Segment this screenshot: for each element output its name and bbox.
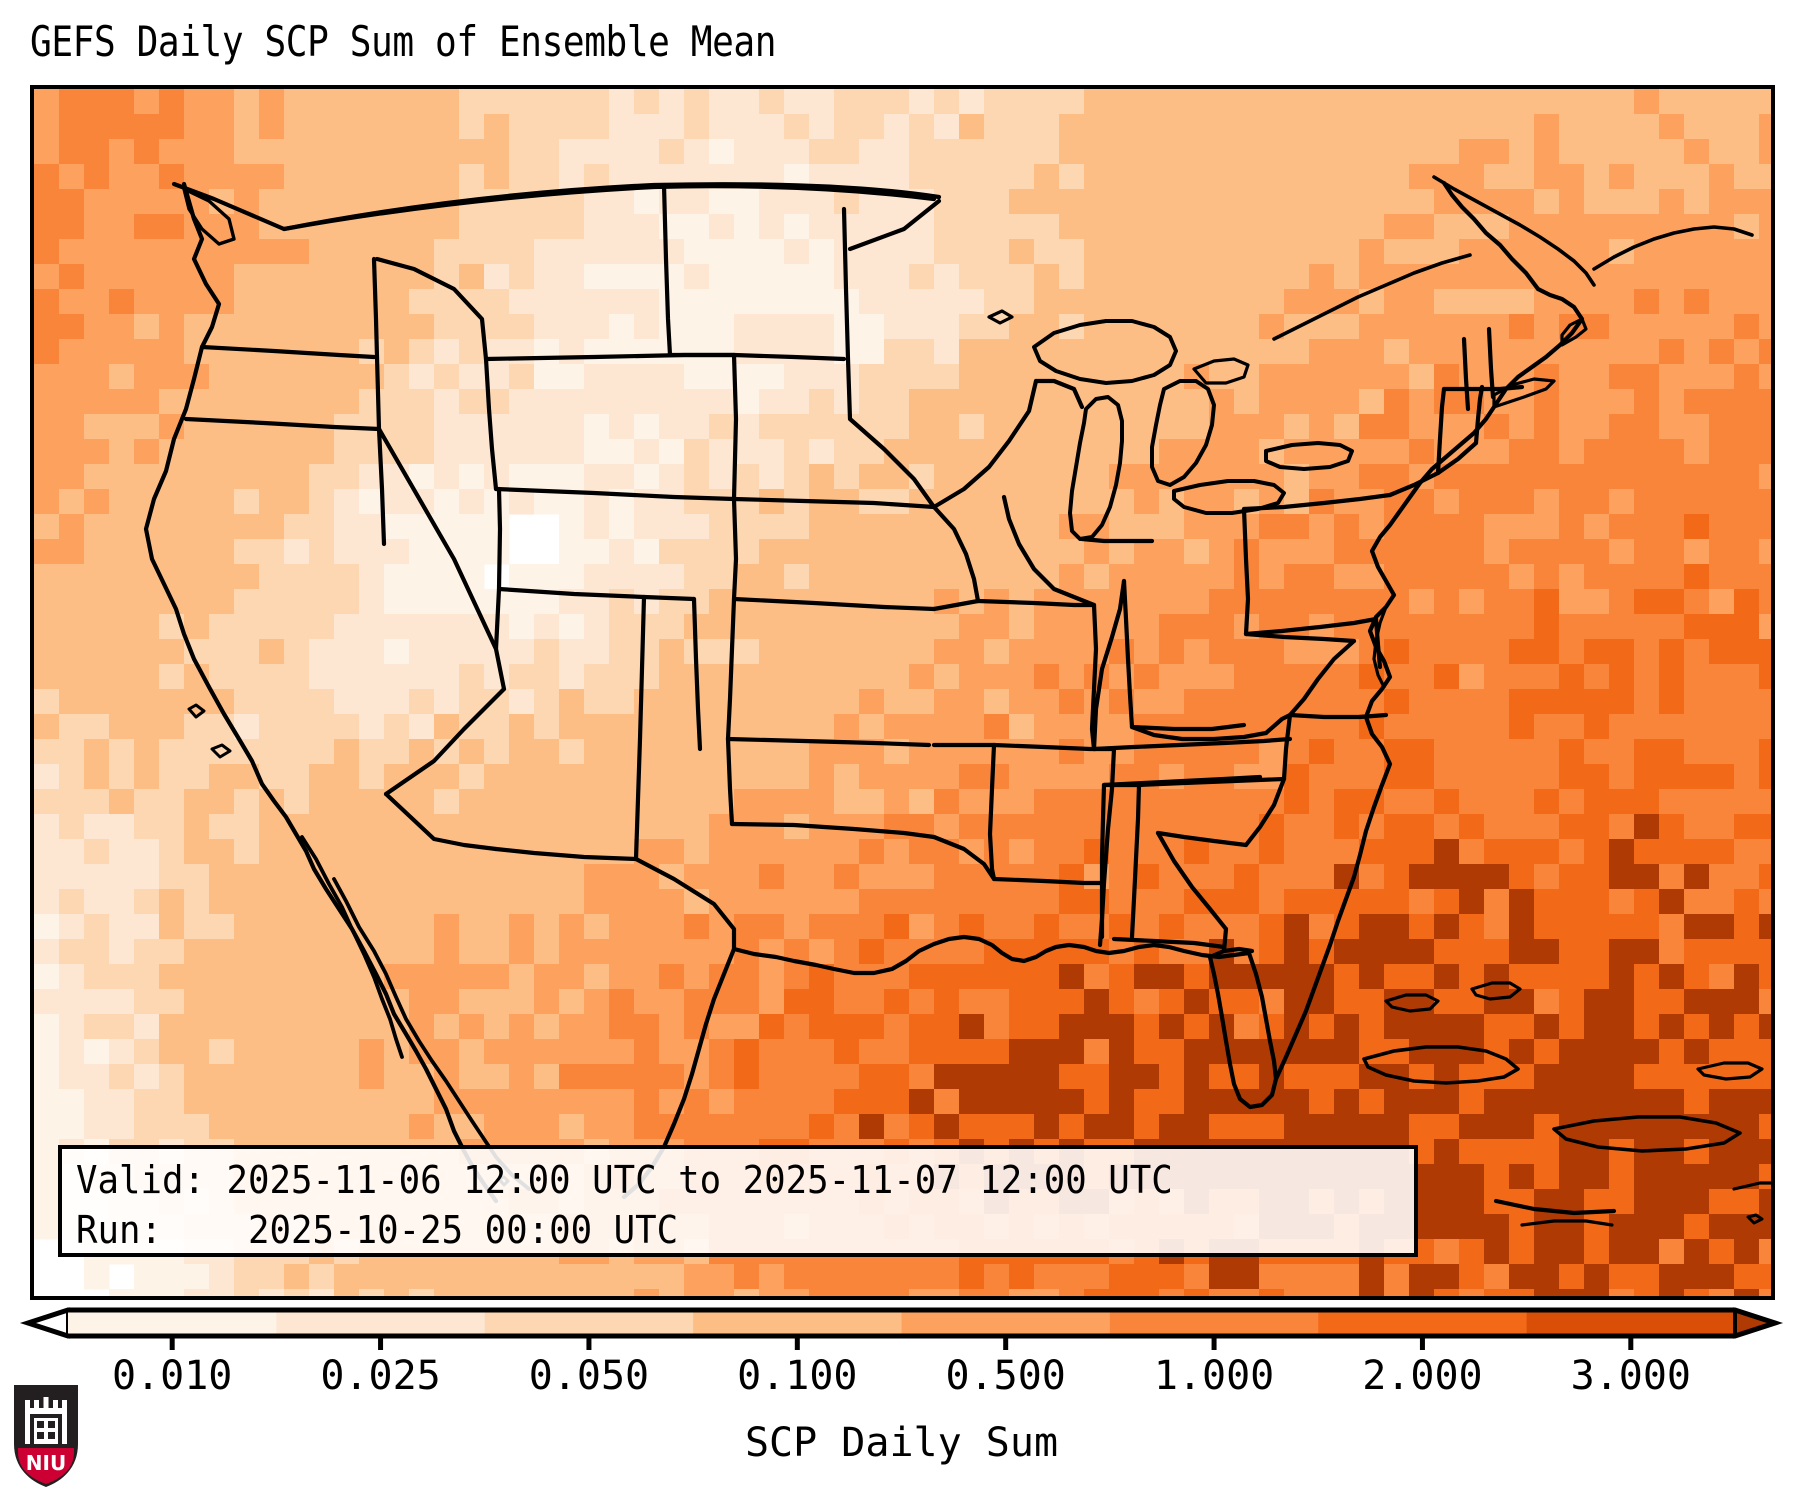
colorbar-tick-label: 0.100 [737,1353,858,1399]
colorbar-tick-label: 2.000 [1362,1353,1483,1399]
colorbar-tick-label: 0.010 [111,1353,233,1399]
colorbar-ticks [169,1336,1634,1350]
niu-logo-text: NIU [26,1451,66,1475]
page-title: GEFS Daily SCP Sum of Ensemble Mean [30,17,777,66]
scp-heatmap-map [34,89,1771,1296]
colorbar-tick-label: 3.000 [1570,1353,1692,1399]
data-grid-cells [34,89,1771,1296]
colorbar[interactable] [0,1300,1803,1360]
geography-outlines [143,175,1771,1227]
niu-logo: NIU [14,1385,78,1487]
colorbar-tick-labels: 0.010 0.025 0.050 0.100 0.500 1.000 2.000 3.000 [0,1352,1803,1406]
forecast-info-box: Valid: 2025-11-06 12:00 UTC to 2025-11-0… [58,1145,1418,1257]
colorbar-tick-label: 1.000 [1153,1353,1275,1399]
colorbar-bands [19,1307,1784,1339]
colorbar-tick-label: 0.050 [528,1353,650,1399]
colorbar-axis-label: SCP Daily Sum [744,1420,1059,1466]
colorbar-svg [19,1307,1784,1350]
run-time-text: Run: 2025-10-25 00:00 UTC [76,1208,679,1252]
valid-time-text: Valid: 2025-11-06 12:00 UTC to 2025-11-0… [76,1158,1173,1202]
colorbar-tick-label: 0.500 [945,1353,1066,1399]
colorbar-tick-label: 0.025 [320,1353,441,1399]
map-panel[interactable] [30,85,1775,1300]
